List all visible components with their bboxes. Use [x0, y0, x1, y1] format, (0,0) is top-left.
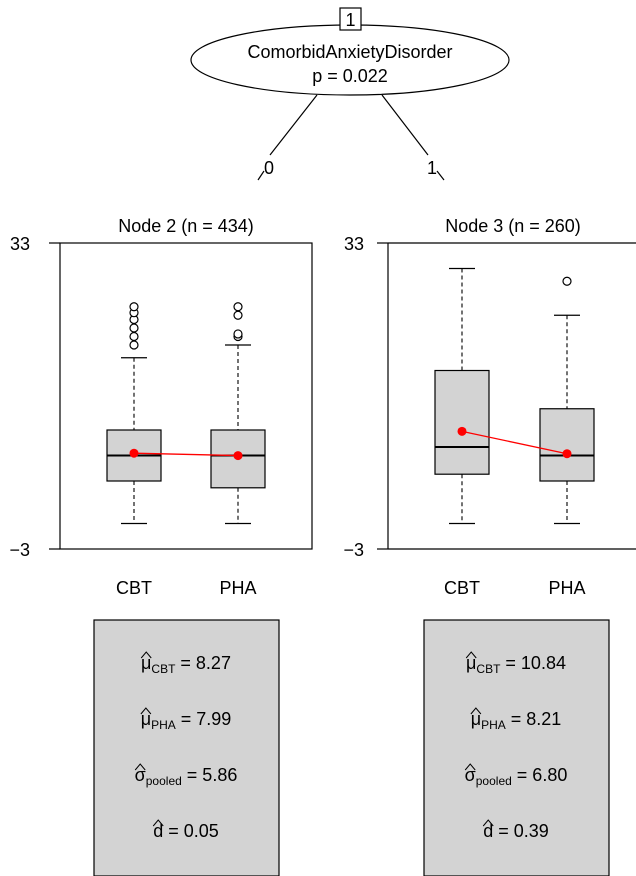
hat-accent-icon — [482, 819, 494, 827]
mean-point-pha — [562, 449, 572, 459]
x-tick-label-cbt: CBT — [444, 578, 480, 598]
y-tick-label-bottom: −3 — [9, 540, 30, 560]
stat-symbol: d — [483, 821, 493, 841]
hat-accent-icon — [465, 651, 477, 659]
stat-symbol: μ — [141, 653, 151, 673]
stat-value: = 8.21 — [506, 709, 562, 729]
hat-accent-icon — [464, 763, 476, 771]
outlier-point-cbt — [129, 323, 139, 333]
edge-left-line — [269, 94, 318, 156]
stat-row: μPHA = 7.99 — [141, 709, 232, 732]
edge-label-1: 1 — [427, 158, 437, 178]
outlier-point-pha — [233, 329, 243, 339]
x-tick-label-pha: PHA — [219, 578, 256, 598]
stat-symbol: μ — [141, 709, 151, 729]
stat-subscript: pooled — [476, 774, 512, 788]
outlier-point-cbt — [129, 302, 139, 312]
y-tick-label-top: 33 — [344, 234, 364, 254]
hat-accent-icon — [152, 819, 164, 827]
boxplot-marks — [434, 267, 595, 525]
x-tick-label-pha: PHA — [548, 578, 585, 598]
stat-row: μPHA = 8.21 — [471, 709, 562, 732]
plot-frame — [59, 242, 313, 550]
mean-point-pha — [233, 451, 243, 461]
panel-title: Node 2 (n = 434) — [118, 216, 254, 236]
boxplot-marks — [106, 302, 266, 525]
outlier-point-cbt — [129, 331, 139, 342]
outlier-point-pha — [233, 310, 243, 320]
stat-value: = 0.05 — [163, 821, 219, 841]
edge-left-line-lower — [257, 170, 265, 181]
stat-subscript: PHA — [481, 718, 506, 732]
stat-subscript: pooled — [146, 774, 182, 788]
split-pvalue: p = 0.022 — [312, 66, 388, 86]
mean-point-cbt — [129, 448, 139, 458]
node-id: 1 — [345, 10, 355, 30]
stat-value: = 8.27 — [175, 653, 231, 673]
stat-subscript: CBT — [476, 662, 501, 676]
stat-symbol: d — [153, 821, 163, 841]
stat-value: = 0.39 — [493, 821, 549, 841]
outlier-point-pha — [233, 302, 243, 312]
stat-symbol: σ — [135, 765, 146, 785]
edge-right-line — [381, 94, 429, 156]
stat-value: = 10.84 — [500, 653, 566, 673]
hat-accent-icon — [470, 707, 482, 715]
edge-right-line-lower — [436, 170, 445, 181]
edge-label-0: 0 — [264, 158, 274, 178]
stats-box-background — [423, 619, 610, 876]
stat-row: d = 0.05 — [153, 821, 219, 841]
stat-row: σpooled = 6.80 — [465, 765, 568, 788]
stat-row: μCBT = 8.27 — [141, 653, 231, 676]
mean-connector-line — [133, 452, 239, 457]
stat-symbol: σ — [465, 765, 476, 785]
stat-value: = 6.80 — [512, 765, 568, 785]
stat-symbol: μ — [471, 709, 481, 729]
panel-title: Node 3 (n = 260) — [445, 216, 581, 236]
root-node: 1 ComorbidAnxietyDisorder p = 0.022 — [190, 7, 510, 96]
stat-value: = 7.99 — [176, 709, 232, 729]
node-id-box — [339, 7, 362, 31]
stat-row: μCBT = 10.84 — [466, 653, 566, 676]
y-tick-label-top: 33 — [10, 234, 30, 254]
stats-box-background — [93, 619, 280, 876]
hat-accent-icon — [140, 707, 152, 715]
box-pha — [539, 408, 595, 482]
outlier-point-pha — [562, 276, 572, 286]
hat-accent-icon — [134, 763, 146, 771]
y-tick-label-bottom: −3 — [343, 540, 364, 560]
stat-subscript: CBT — [151, 662, 176, 676]
stat-subscript: PHA — [151, 718, 176, 732]
terminal-node-2: Node 2 (n = 434) 33 −3 CBT PHA — [9, 216, 313, 598]
stat-row: σpooled = 5.86 — [135, 765, 238, 788]
split-variable: ComorbidAnxietyDisorder — [247, 42, 452, 62]
outlier-point-cbt — [129, 340, 139, 350]
terminal-node-3: Node 3 (n = 260) 33 −3 CBT PHA — [343, 216, 636, 598]
stat-row: d = 0.39 — [483, 821, 549, 841]
mean-point-cbt — [457, 426, 467, 436]
hat-accent-icon — [140, 651, 152, 659]
stat-symbol: μ — [466, 653, 476, 673]
box-cbt — [434, 369, 490, 475]
x-tick-label-cbt: CBT — [116, 578, 152, 598]
stat-value: = 5.86 — [182, 765, 238, 785]
mean-connector-line — [461, 430, 568, 455]
